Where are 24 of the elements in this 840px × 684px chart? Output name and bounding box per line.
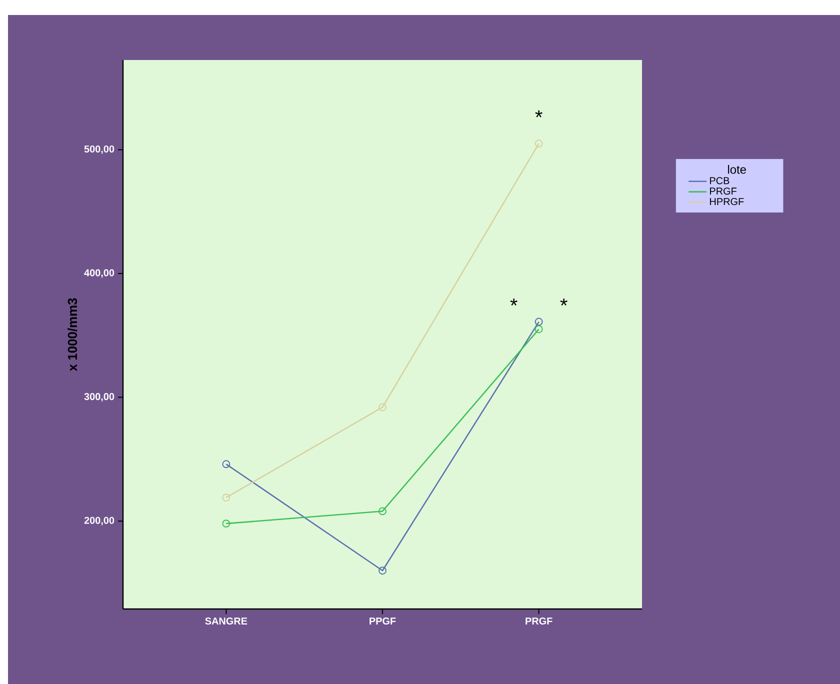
point (534, 140, 543, 148)
point (222, 460, 230, 468)
point (378, 566, 386, 575)
legend-title: lote (728, 164, 746, 174)
x-tick-label: PPGF (370, 618, 396, 625)
y-tick-label: 400,00 (84, 269, 114, 278)
annotation: * (535, 110, 542, 118)
y-tick-label: 200,00 (84, 516, 114, 526)
y-axis-title: x 1000/mm3 (68, 298, 78, 372)
annotation: * (560, 298, 568, 306)
point (222, 520, 230, 528)
legend-label: PRGF (710, 188, 737, 195)
legend-label: HPRGF (710, 198, 744, 206)
point (378, 507, 386, 516)
y-tick-label: 300,00 (84, 393, 114, 402)
x-tick-label: SANGRE (205, 618, 248, 625)
y-tick-label: 500,00 (84, 145, 114, 154)
point (534, 318, 543, 326)
legend-label: PCB (710, 177, 730, 184)
point (222, 494, 230, 502)
point (534, 325, 543, 334)
annotation: * (510, 298, 518, 306)
point (378, 403, 386, 412)
x-tick-label: PRGF (526, 618, 552, 625)
